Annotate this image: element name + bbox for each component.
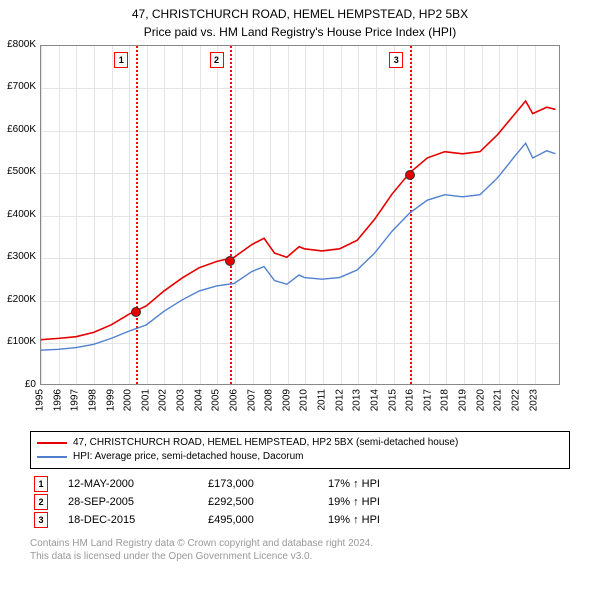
marker-badge: 1 (114, 52, 128, 68)
x-tick-label: 2023 (528, 389, 539, 411)
x-tick-label: 2008 (264, 389, 275, 411)
table-row: 2 28-SEP-2005£292,50019% ↑ HPI (30, 493, 570, 511)
row-date: 18-DEC-2015 (68, 514, 208, 526)
table-row: 3 18-DEC-2015£495,00019% ↑ HPI (30, 511, 570, 529)
x-tick-label: 1999 (105, 389, 116, 411)
y-tick-label: £200K (0, 294, 36, 305)
y-tick-label: £500K (0, 166, 36, 177)
row-pct: 17% ↑ HPI (328, 478, 448, 490)
x-axis-labels: 1995199619971998199920002001200220032004… (40, 389, 560, 429)
y-tick-label: £0 (0, 379, 36, 390)
x-tick-label: 2012 (334, 389, 345, 411)
row-marker-badge: 2 (34, 494, 48, 510)
x-tick-label: 2009 (281, 389, 292, 411)
row-pct: 19% ↑ HPI (328, 496, 448, 508)
legend-swatch (37, 442, 67, 444)
footer-attribution: Contains HM Land Registry data © Crown c… (30, 537, 570, 563)
row-pct: 19% ↑ HPI (328, 514, 448, 526)
line-series (41, 46, 559, 384)
x-tick-label: 2021 (493, 389, 504, 411)
x-tick-label: 2017 (422, 389, 433, 411)
legend-label: 47, CHRISTCHURCH ROAD, HEMEL HEMPSTEAD, … (73, 437, 458, 448)
x-tick-label: 1995 (35, 389, 46, 411)
x-tick-label: 2015 (387, 389, 398, 411)
y-tick-label: £400K (0, 209, 36, 220)
sale-point (225, 256, 235, 266)
row-marker-badge: 1 (34, 476, 48, 492)
chart-page: { "header": { "title_line1": "47, CHRIST… (0, 0, 600, 590)
y-tick-label: £800K (0, 39, 36, 50)
x-tick-label: 2014 (369, 389, 380, 411)
marker-badge: 2 (210, 52, 224, 68)
page-title-line2: Price paid vs. HM Land Registry's House … (0, 25, 600, 39)
x-tick-label: 2002 (158, 389, 169, 411)
plot-area: 1 2 3 (40, 45, 560, 385)
x-tick-label: 2019 (458, 389, 469, 411)
x-tick-label: 2007 (246, 389, 257, 411)
x-tick-label: 2011 (317, 389, 328, 411)
row-date: 28-SEP-2005 (68, 496, 208, 508)
x-tick-label: 2022 (510, 389, 521, 411)
table-row: 1 12-MAY-2000£173,00017% ↑ HPI (30, 475, 570, 493)
x-tick-label: 2016 (405, 389, 416, 411)
row-price: £173,000 (208, 478, 328, 490)
legend-label: HPI: Average price, semi-detached house,… (73, 451, 304, 462)
x-tick-label: 2003 (176, 389, 187, 411)
footer-line2: This data is licensed under the Open Gov… (30, 550, 570, 563)
x-tick-label: 2000 (123, 389, 134, 411)
row-price: £495,000 (208, 514, 328, 526)
row-marker-badge: 3 (34, 512, 48, 528)
series-property_red (41, 101, 556, 340)
x-tick-label: 2005 (211, 389, 222, 411)
x-tick-label: 2001 (140, 389, 151, 411)
x-tick-label: 2006 (228, 389, 239, 411)
legend: 47, CHRISTCHURCH ROAD, HEMEL HEMPSTEAD, … (30, 431, 570, 469)
x-tick-label: 1998 (87, 389, 98, 411)
x-tick-label: 2010 (299, 389, 310, 411)
chart-container: £0£100K£200K£300K£400K£500K£600K£700K£80… (0, 45, 560, 425)
y-tick-label: £600K (0, 124, 36, 135)
legend-row: 47, CHRISTCHURCH ROAD, HEMEL HEMPSTEAD, … (37, 436, 563, 450)
transactions-table: 1 12-MAY-2000£173,00017% ↑ HPI 2 28-SEP-200… (30, 475, 570, 529)
legend-swatch (37, 456, 67, 458)
marker-badge: 3 (389, 52, 403, 68)
page-title-line1: 47, CHRISTCHURCH ROAD, HEMEL HEMPSTEAD, … (0, 6, 600, 23)
x-tick-label: 2004 (193, 389, 204, 411)
legend-row: HPI: Average price, semi-detached house,… (37, 450, 563, 464)
x-tick-label: 2020 (475, 389, 486, 411)
x-tick-label: 2013 (352, 389, 363, 411)
y-tick-label: £700K (0, 81, 36, 92)
row-price: £292,500 (208, 496, 328, 508)
sale-point (131, 307, 141, 317)
x-tick-label: 1996 (52, 389, 63, 411)
x-tick-label: 1997 (70, 389, 81, 411)
y-tick-label: £100K (0, 336, 36, 347)
x-tick-label: 2018 (440, 389, 451, 411)
y-tick-label: £300K (0, 251, 36, 262)
row-date: 12-MAY-2000 (68, 478, 208, 490)
sale-point (405, 170, 415, 180)
footer-line1: Contains HM Land Registry data © Crown c… (30, 537, 570, 550)
